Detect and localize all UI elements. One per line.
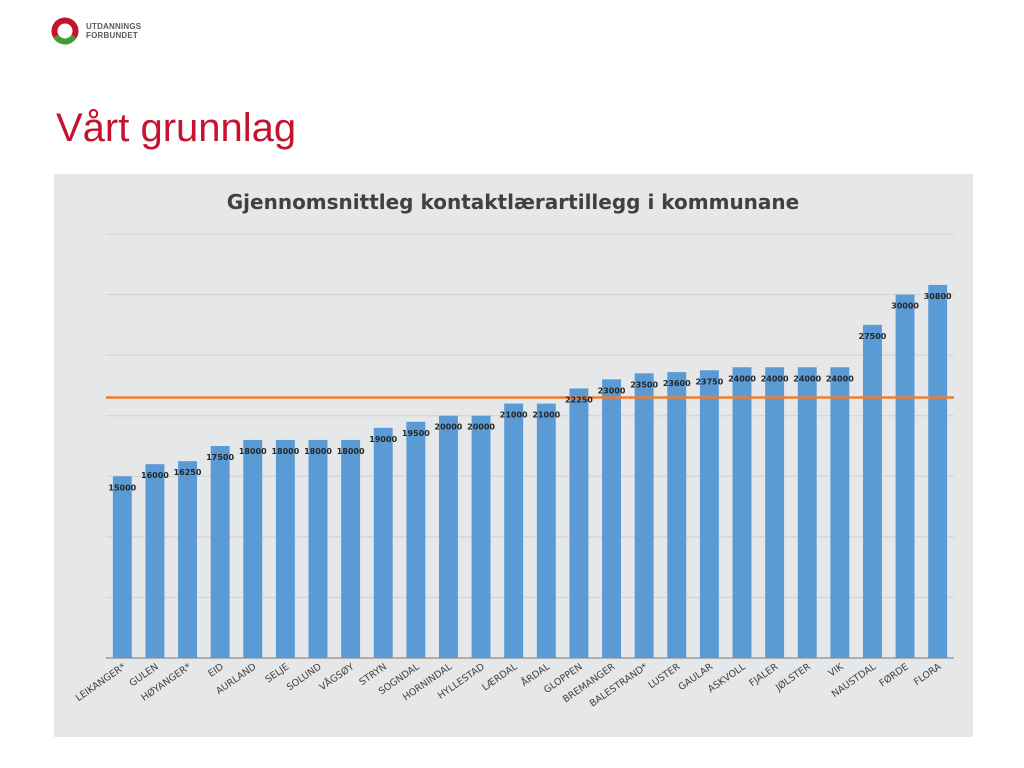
data-labels: 15000 16000 16250 17500 18000 18000 18000 18000… (108, 292, 952, 492)
data-label: 16250 (174, 468, 202, 477)
data-label: 18000 (337, 447, 365, 456)
bar (569, 388, 589, 658)
logo-line2: FORBUNDET (86, 31, 139, 40)
bar (308, 439, 328, 658)
bar (536, 403, 556, 658)
data-label: 19000 (369, 435, 397, 444)
data-label: 24000 (728, 374, 756, 383)
bar (439, 415, 458, 658)
x-tick-label: EID (206, 661, 226, 679)
bar (373, 427, 393, 658)
gridlines (106, 233, 954, 659)
bar (406, 421, 426, 658)
bar (275, 439, 295, 658)
data-label: 23750 (695, 377, 723, 386)
bar (243, 439, 263, 658)
x-tick-label: JØLSTER (773, 661, 813, 694)
data-label: 24000 (793, 374, 821, 383)
data-label: 27500 (859, 332, 887, 341)
bar (895, 294, 915, 658)
chart-panel: 15000 16000 16250 17500 18000 18000 18000 18000… (54, 174, 973, 737)
data-label: 18000 (304, 447, 332, 456)
bar (602, 379, 621, 658)
data-label: 18000 (239, 447, 267, 456)
data-label: 23600 (663, 379, 691, 388)
x-tick-label: FLORA (912, 661, 944, 688)
chart-title: Gjennomsnittleg kontaktlærartillegg i ko… (227, 190, 799, 214)
bar (797, 367, 817, 658)
logo-ring-icon (51, 17, 79, 45)
data-label: 20000 (467, 423, 495, 432)
bar (634, 373, 654, 658)
data-label: 30000 (891, 302, 919, 311)
bar (178, 461, 197, 658)
data-label: 22250 (565, 395, 593, 404)
bar (863, 324, 882, 658)
data-label: 23500 (630, 380, 658, 389)
slide-title: Vårt grunnlag (56, 106, 297, 150)
bar (732, 367, 752, 658)
x-tick-label: LEIKANGER* (74, 661, 128, 704)
x-tick-label: ASKVOLL (706, 661, 748, 695)
x-tick-label: LÆRDAL (480, 661, 520, 693)
data-label: 18000 (271, 447, 299, 456)
logo-text: UTDANNINGS FORBUNDET (86, 22, 141, 40)
bar (112, 476, 132, 658)
data-label: 24000 (826, 374, 854, 383)
data-label: 19500 (402, 429, 430, 438)
logo-line1: UTDANNINGS (86, 22, 142, 31)
bar (504, 403, 524, 658)
bar (667, 372, 687, 658)
logo: UTDANNINGS FORBUNDET (50, 16, 141, 46)
bar (145, 464, 165, 658)
data-label: 23000 (598, 386, 626, 395)
data-label: 15000 (108, 483, 136, 492)
bar (341, 439, 361, 658)
bars (112, 284, 948, 658)
data-label: 21000 (500, 411, 528, 420)
data-label: 24000 (761, 374, 789, 383)
bar (765, 367, 785, 658)
x-tick-label: FØRDE (878, 661, 911, 689)
bar (830, 367, 850, 658)
bar (928, 284, 948, 658)
data-label: 17500 (206, 453, 234, 462)
data-label: 30800 (924, 292, 952, 301)
bar-chart: 15000 16000 16250 17500 18000 18000 18000 18000… (74, 190, 954, 709)
data-label: 21000 (532, 411, 560, 420)
bar (699, 370, 719, 658)
bar (210, 446, 230, 658)
x-tick-label: BALESTRAND* (588, 661, 650, 709)
x-tick-label: SOLUND (285, 661, 324, 693)
x-tick-label: VIK (827, 661, 847, 679)
data-label: 16000 (141, 471, 169, 480)
data-label: 20000 (435, 423, 463, 432)
bar (471, 415, 491, 658)
x-tick-label: VÅGSØY (317, 661, 357, 694)
